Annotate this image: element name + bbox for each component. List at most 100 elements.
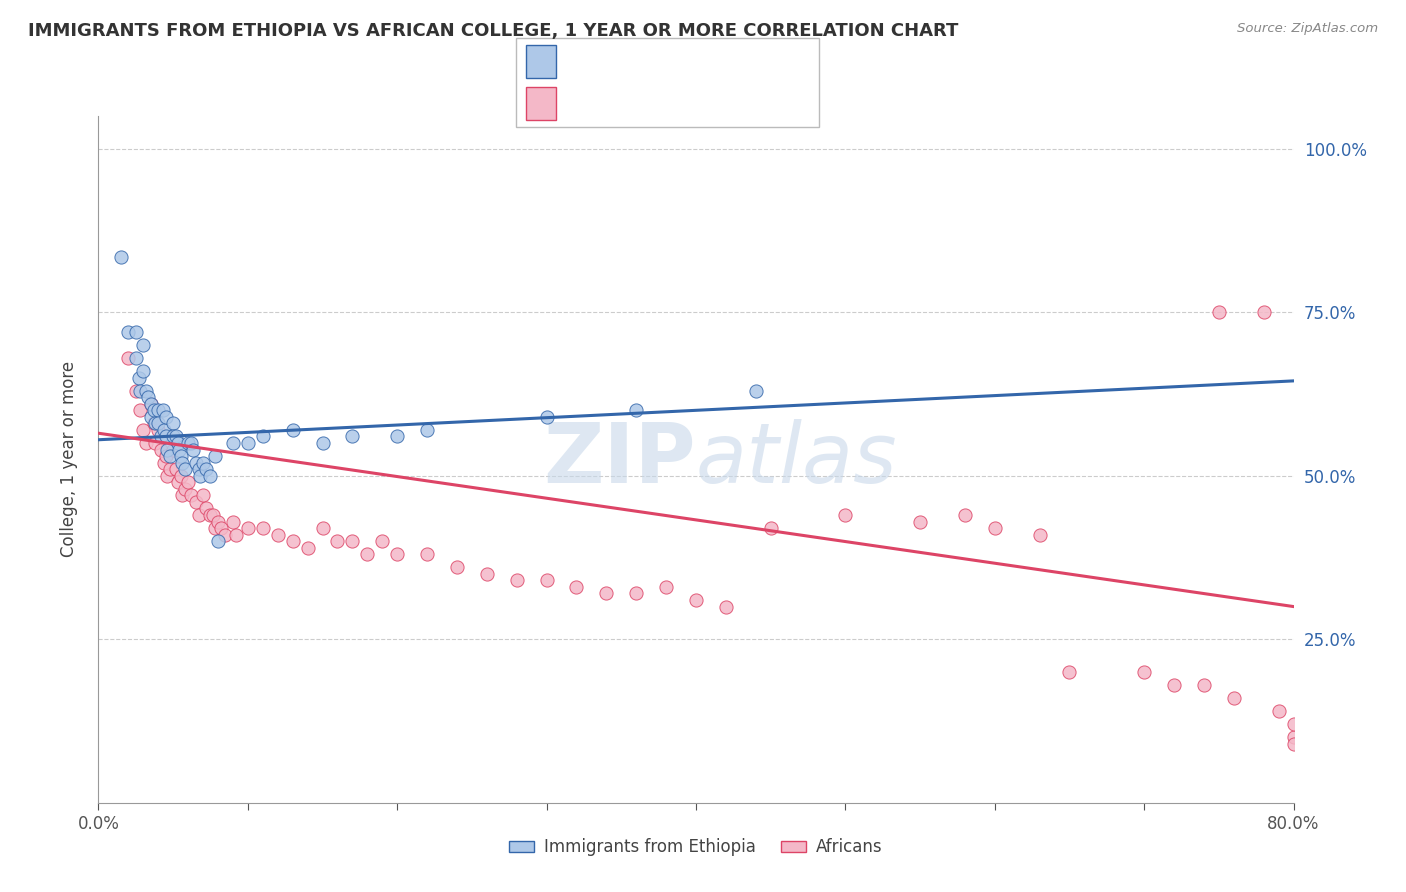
Point (155, 449, 177, 463)
Point (1208, 305, 1230, 319)
Point (156, 442, 179, 457)
Text: R = -0.396   N = 73: R = -0.396 N = 73 (565, 94, 742, 112)
Point (416, 423, 439, 437)
Point (110, 250, 132, 264)
Point (209, 521, 232, 535)
Point (125, 351, 148, 365)
Point (166, 436, 188, 450)
Point (281, 423, 304, 437)
Point (1059, 665, 1081, 679)
Point (311, 436, 333, 450)
Point (626, 586, 648, 600)
Point (953, 508, 976, 522)
Text: IMMIGRANTS FROM ETHIOPIA VS AFRICAN COLLEGE, 1 YEAR OR MORE CORRELATION CHART: IMMIGRANTS FROM ETHIOPIA VS AFRICAN COLL… (28, 22, 959, 40)
Point (236, 436, 259, 450)
Point (148, 417, 170, 431)
Point (143, 417, 166, 431)
Point (1223, 691, 1246, 706)
FancyBboxPatch shape (516, 37, 820, 128)
Point (135, 384, 157, 398)
Point (177, 436, 200, 450)
Point (153, 423, 176, 437)
Point (155, 409, 177, 424)
Point (165, 429, 187, 443)
Point (165, 462, 187, 476)
Point (371, 534, 394, 549)
Point (1192, 678, 1215, 692)
Point (536, 409, 558, 424)
Point (195, 501, 218, 516)
Point (1253, 305, 1275, 319)
Point (1282, 717, 1305, 731)
Point (222, 515, 245, 529)
Point (129, 384, 152, 398)
Point (267, 527, 290, 541)
Point (342, 429, 364, 443)
Point (162, 442, 184, 457)
Point (191, 488, 214, 502)
Point (1282, 737, 1305, 751)
Point (188, 468, 211, 483)
Point (117, 325, 139, 339)
Y-axis label: College, 1 year or more: College, 1 year or more (59, 361, 77, 558)
Point (908, 515, 931, 529)
Point (356, 547, 378, 561)
Point (202, 508, 225, 522)
Point (174, 482, 197, 496)
Point (169, 468, 191, 483)
Point (311, 521, 333, 535)
Point (195, 462, 218, 476)
Point (222, 436, 245, 450)
Point (142, 403, 165, 417)
Point (1282, 731, 1305, 745)
Text: Source: ZipAtlas.com: Source: ZipAtlas.com (1237, 22, 1378, 36)
Point (139, 397, 162, 411)
Point (187, 462, 209, 476)
Point (759, 521, 782, 535)
Text: ZIP: ZIP (544, 419, 696, 500)
Point (416, 547, 439, 561)
Point (714, 599, 737, 614)
FancyBboxPatch shape (526, 45, 557, 78)
Point (565, 580, 588, 594)
Point (156, 468, 179, 483)
Point (475, 566, 498, 581)
Point (342, 534, 364, 549)
Point (139, 409, 162, 424)
Point (685, 593, 707, 607)
Point (184, 495, 207, 509)
Point (834, 508, 856, 522)
Point (152, 403, 174, 417)
Point (207, 515, 229, 529)
Point (125, 325, 148, 339)
Point (132, 364, 155, 378)
Point (162, 429, 184, 443)
Point (148, 423, 170, 437)
Point (117, 351, 139, 365)
Point (745, 384, 768, 398)
Point (214, 527, 236, 541)
Point (135, 436, 157, 450)
Point (172, 488, 194, 502)
Point (191, 456, 214, 470)
Point (655, 580, 678, 594)
Point (136, 390, 159, 404)
Point (172, 456, 194, 470)
Point (180, 488, 202, 502)
Point (166, 475, 188, 490)
Point (200, 468, 222, 483)
Point (159, 449, 181, 463)
Point (536, 574, 558, 588)
Point (169, 449, 191, 463)
Point (626, 403, 648, 417)
Point (167, 442, 190, 457)
Point (200, 508, 222, 522)
Point (174, 462, 197, 476)
Point (184, 456, 207, 470)
Point (150, 429, 173, 443)
Point (281, 534, 304, 549)
Point (207, 534, 229, 549)
Point (204, 521, 226, 535)
Point (155, 429, 177, 443)
Point (252, 521, 274, 535)
